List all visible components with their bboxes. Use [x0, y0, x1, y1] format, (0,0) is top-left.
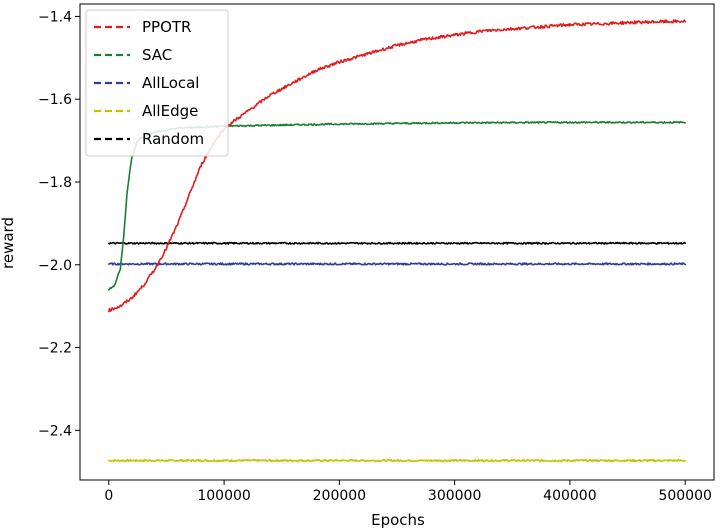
- x-tick-label: 0: [104, 488, 113, 504]
- x-tick-label: 100000: [197, 488, 250, 504]
- y-tick-label: −1.8: [38, 175, 72, 191]
- y-tick-label: −1.6: [38, 92, 72, 108]
- axes-layer: [79, 3, 715, 481]
- y-axis-label: reward: [0, 217, 17, 269]
- series-line-ppotr: [108, 19, 686, 313]
- legend-label-ppotr: PPOTR: [142, 18, 191, 36]
- y-tick-label: −2.0: [38, 258, 72, 274]
- legend-label-sac: SAC: [142, 46, 172, 64]
- legend-label-alledge: AllEdge: [142, 102, 198, 120]
- y-tick-label: −1.4: [38, 9, 72, 25]
- ticks-layer: 0 100000 200000 300000 400000 500000 −2.4 −2.2 −…: [38, 9, 712, 504]
- x-tick-label: 300000: [428, 488, 481, 504]
- y-tick-label: −2.4: [38, 423, 72, 439]
- x-tick-label: 400000: [543, 488, 596, 504]
- legend-box: [85, 9, 229, 157]
- series-line-random: [108, 241, 686, 245]
- series-line-alledge: [108, 458, 686, 463]
- y-tick-label: −2.2: [38, 341, 72, 357]
- x-tick-label: 500000: [658, 488, 711, 504]
- series-line-alllocal: [108, 262, 686, 266]
- plot-frame: [79, 3, 715, 481]
- legend-label-random: Random: [142, 130, 204, 148]
- x-axis-label: Epochs: [371, 511, 425, 529]
- legend: PPOTR SAC AllLocal AllEdge Random: [85, 9, 229, 157]
- legend-label-alllocal: AllLocal: [142, 74, 199, 92]
- x-tick-label: 200000: [313, 488, 366, 504]
